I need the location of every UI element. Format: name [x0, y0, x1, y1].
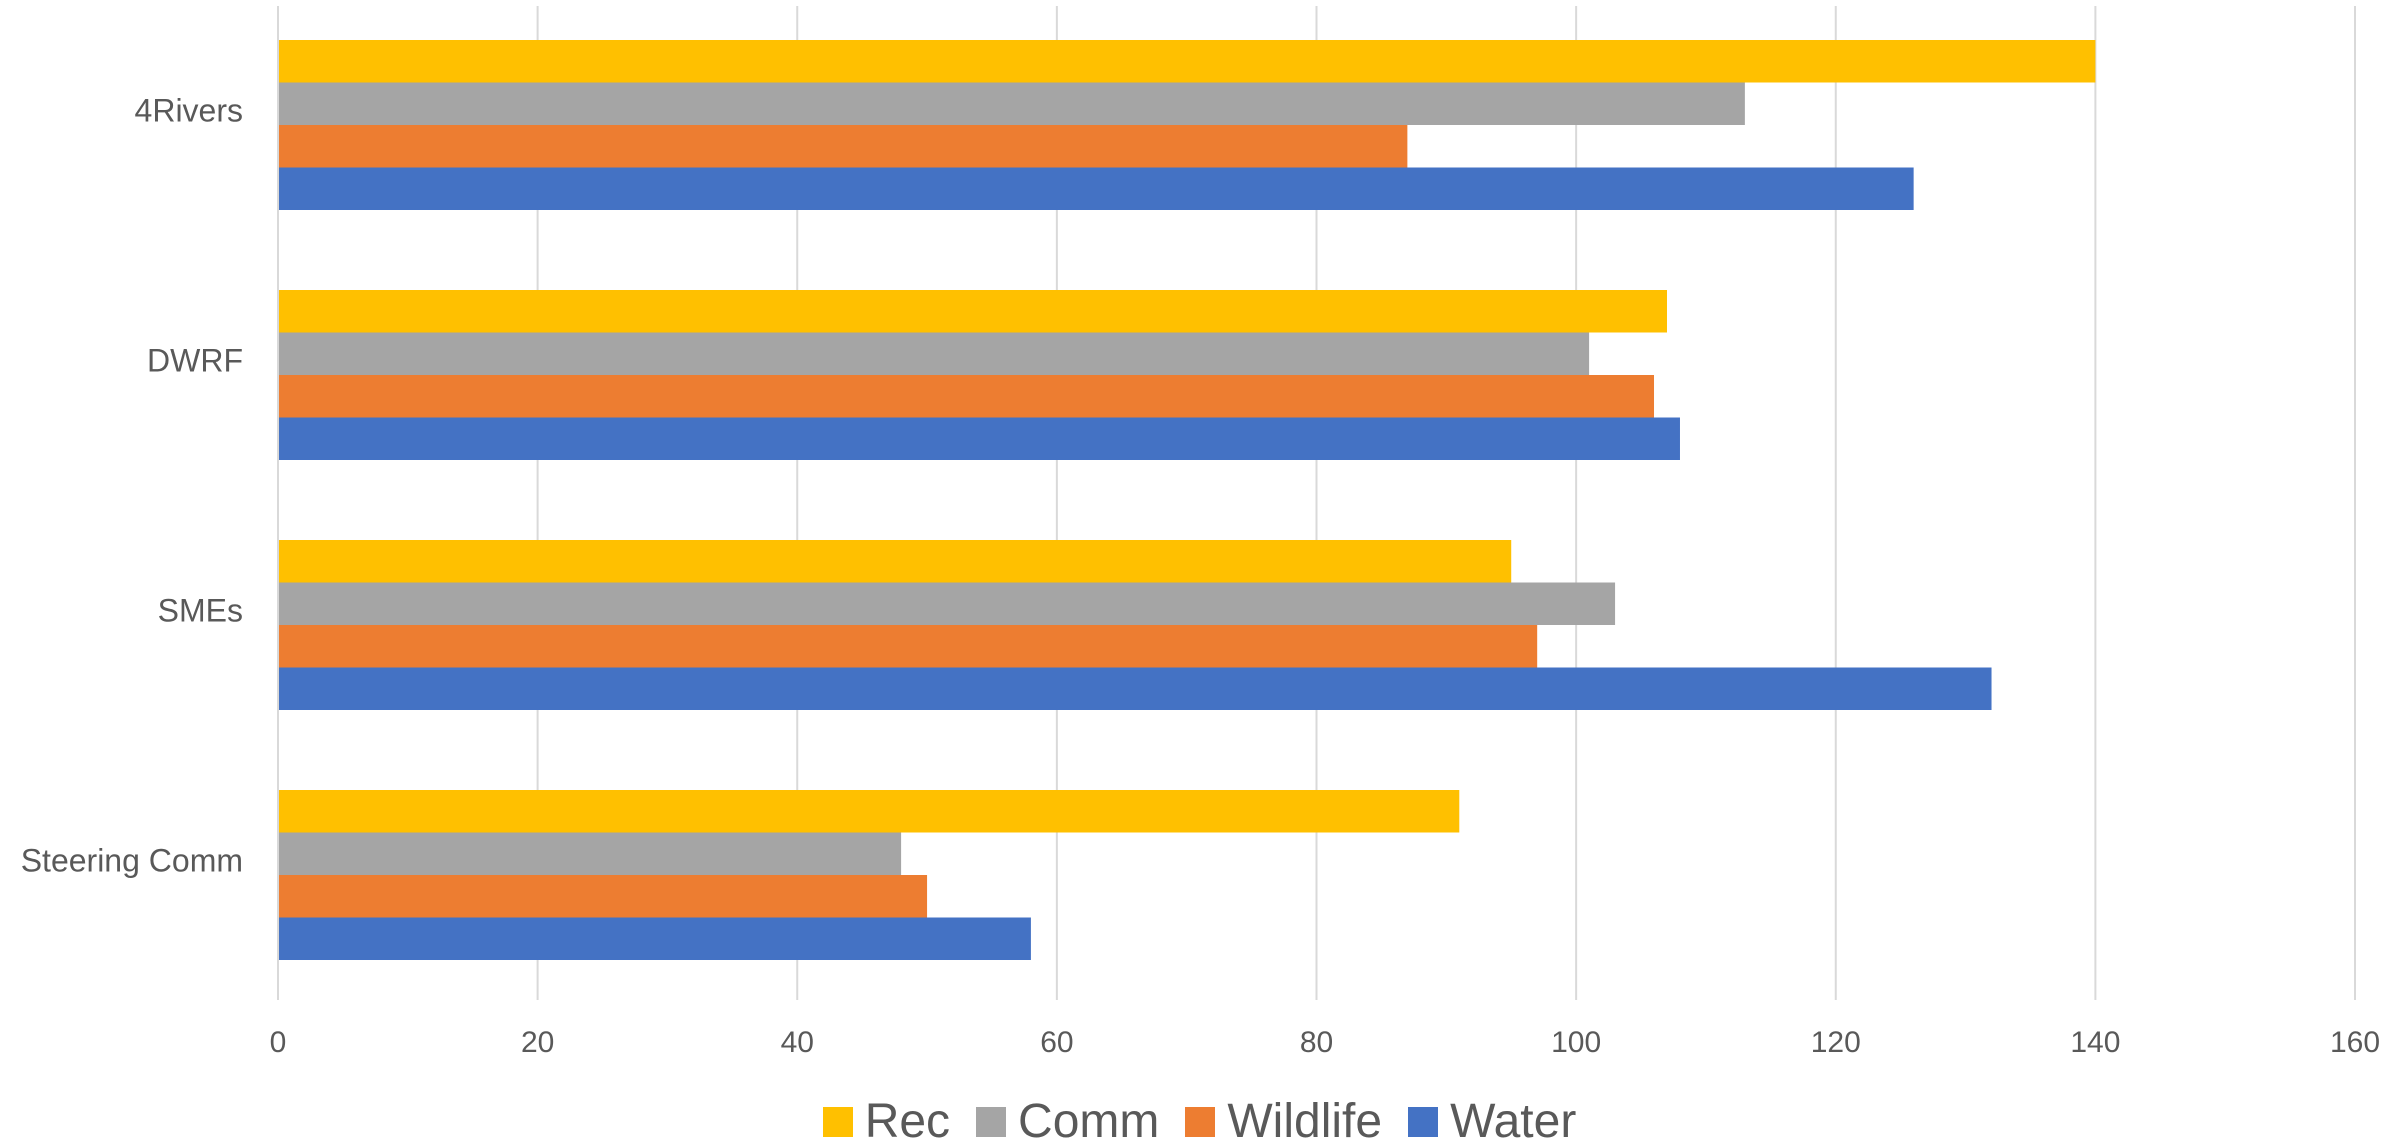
- bar-rec-2: [278, 540, 1512, 583]
- bar-wildlife-3: [278, 875, 928, 918]
- legend-swatch: [822, 1107, 853, 1137]
- bar-wildlife-0: [278, 125, 1408, 168]
- bar-comm-3: [278, 832, 902, 875]
- legend-label: Wildlife: [1227, 1095, 1383, 1148]
- legend-swatch: [1185, 1107, 1216, 1137]
- x-tick-label: 160: [2330, 1026, 2380, 1059]
- bars: [278, 40, 2096, 960]
- category-label: SMEs: [158, 592, 243, 628]
- bar-water-3: [278, 917, 1031, 960]
- category-label: Steering Comm: [21, 842, 243, 878]
- legend-label: Comm: [1018, 1095, 1160, 1148]
- category-label: DWRF: [147, 342, 243, 378]
- bar-rec-1: [278, 290, 1667, 333]
- x-tick-label: 100: [1551, 1026, 1601, 1059]
- bar-comm-2: [278, 582, 1616, 625]
- bar-rec-3: [278, 790, 1460, 833]
- bar-comm-0: [278, 82, 1745, 125]
- x-tick-label: 0: [270, 1026, 287, 1059]
- legend-item-comm: Comm: [976, 1098, 1159, 1146]
- x-tick-label: 140: [2070, 1026, 2120, 1059]
- x-tick-label: 40: [781, 1026, 814, 1059]
- x-tick-label: 20: [521, 1026, 554, 1059]
- bar-water-0: [278, 167, 1914, 210]
- legend-label: Rec: [864, 1095, 951, 1148]
- bar-water-1: [278, 417, 1680, 460]
- legend-item-water: Water: [1408, 1098, 1576, 1146]
- bar-comm-1: [278, 332, 1590, 375]
- x-tick-label: 60: [1040, 1026, 1073, 1059]
- legend-item-rec: Rec: [822, 1095, 951, 1148]
- legend-label: Water: [1450, 1095, 1577, 1148]
- bar-wildlife-1: [278, 375, 1655, 418]
- legend-item-wildlife: Wildlife: [1185, 1098, 1382, 1146]
- bar-water-2: [278, 667, 1992, 710]
- x-tick-label: 120: [1811, 1026, 1861, 1059]
- x-tick-label: 80: [1300, 1026, 1333, 1059]
- legend-swatch: [1408, 1107, 1439, 1137]
- bar-wildlife-2: [278, 625, 1538, 668]
- bar-rec-0: [278, 40, 2096, 83]
- axes: 0 20 40 60 80 100 120 140 160 4Rivers DWRF SMEs Stee…: [21, 6, 2380, 1059]
- legend: Rec Comm Wildlife Water: [0, 1098, 2399, 1146]
- category-label: 4Rivers: [135, 92, 243, 128]
- legend-swatch: [976, 1107, 1007, 1137]
